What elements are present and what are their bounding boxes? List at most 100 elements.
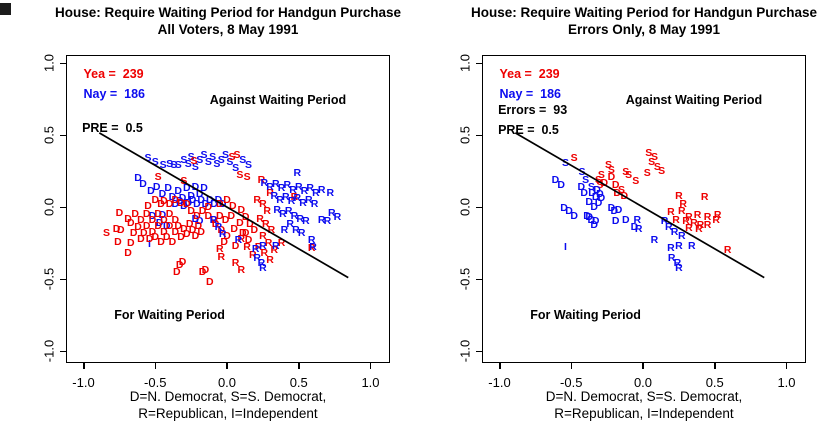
data-point: D: [157, 197, 165, 210]
data-point: R: [293, 167, 302, 180]
x-tick-mark: [154, 363, 157, 369]
data-point: R: [679, 197, 687, 210]
data-point: S: [570, 151, 578, 164]
data-point: R: [309, 241, 317, 254]
x-axis-label-line1: D=N. Democrat, S=S. Democrat,: [545, 389, 743, 404]
data-point: S: [243, 170, 251, 183]
annotation-nay: Nay = 186: [83, 86, 146, 101]
data-point: D: [621, 213, 630, 226]
x-tick-label: -0.5: [560, 375, 583, 390]
x-tick-mark: [83, 363, 85, 369]
data-point: D: [250, 223, 259, 236]
x-tick-label: 0.5: [289, 375, 308, 390]
data-point: D: [590, 218, 598, 231]
data-point: R: [271, 239, 280, 252]
data-point: R: [687, 239, 696, 252]
data-point: D: [205, 275, 214, 288]
data-point: R: [695, 222, 703, 235]
data-point: S: [102, 226, 110, 239]
data-point: D: [168, 235, 177, 248]
y-tick-mark: [60, 62, 66, 65]
x-tick-label: -0.5: [144, 375, 167, 390]
data-point: R: [266, 254, 274, 267]
chart-title: House: Require Waiting Period for Handgu…: [54, 5, 402, 20]
data-point: S: [236, 169, 244, 182]
x-tick-mark: [499, 363, 501, 369]
annotation-for: For Waiting Period: [114, 308, 225, 323]
data-point: D: [570, 209, 578, 222]
x-tick-mark: [642, 363, 644, 369]
y-tick-mark: [476, 350, 482, 353]
x-tick-label: 0.0: [633, 375, 653, 390]
x-tick-label: 0.0: [217, 375, 237, 390]
data-point: R: [237, 264, 246, 277]
data-point: D: [594, 196, 603, 209]
data-point: R: [672, 213, 680, 226]
data-point: D: [178, 255, 187, 268]
x-tick-label: 1.0: [777, 375, 796, 390]
data-point: R: [310, 197, 319, 210]
data-point: S: [190, 154, 198, 167]
y-tick-mark: [476, 134, 482, 137]
annotation-yea: Yea = 239: [499, 66, 560, 81]
data-point: D: [114, 235, 122, 248]
data-point: D: [200, 182, 208, 195]
data-point: S: [625, 169, 633, 182]
data-point: R: [280, 223, 289, 236]
data-point: D: [611, 215, 620, 228]
plot-area: [66, 55, 390, 363]
annotation-errors: Errors = 93: [498, 103, 568, 118]
annotation-against: Against Waiting Period: [209, 92, 347, 107]
data-point: R: [650, 233, 659, 246]
data-point: D: [228, 199, 237, 212]
data-point: R: [685, 221, 693, 234]
y-tick-mark: [476, 62, 482, 65]
window-corner-mark-icon: [0, 3, 11, 15]
x-tick-label: -1.0: [72, 375, 95, 390]
y-tick-label: 0.0: [41, 198, 57, 217]
data-point: I: [564, 241, 567, 254]
x-tick-mark: [570, 363, 573, 369]
x-tick-label: -1.0: [488, 375, 511, 390]
y-tick-label: -1.0: [41, 339, 57, 363]
x-tick-mark: [714, 363, 716, 369]
data-point: R: [218, 228, 227, 241]
data-point: R: [297, 226, 306, 239]
data-point: S: [144, 151, 152, 164]
data-point: D: [557, 179, 565, 192]
x-axis-label-line2: R=Republican, I=Independent: [554, 406, 734, 421]
data-point: D: [201, 264, 210, 277]
data-point: R: [723, 244, 732, 257]
x-tick-mark: [369, 363, 372, 369]
x-tick-label: 0.5: [705, 375, 724, 390]
data-point: R: [675, 239, 683, 252]
data-point: R: [259, 239, 267, 252]
data-point: R: [333, 210, 342, 223]
data-point: D: [139, 177, 147, 190]
data-point: R: [259, 262, 267, 275]
annotation-for: For Waiting Period: [530, 308, 641, 323]
y-tick-mark: [476, 278, 482, 281]
chart-subtitle: Errors Only, 8 May 1991: [567, 22, 721, 37]
data-point: D: [620, 189, 629, 202]
data-point: D: [115, 206, 124, 219]
data-point: S: [245, 159, 253, 172]
data-point: D: [204, 200, 213, 213]
data-point: R: [700, 190, 709, 203]
x-tick-mark: [785, 363, 788, 369]
annotation-yea: Yea = 239: [83, 66, 144, 81]
data-point: S: [151, 156, 159, 169]
data-point: S: [233, 149, 241, 162]
data-point: D: [183, 197, 191, 210]
data-point: D: [227, 209, 236, 222]
y-tick-label: 0.5: [41, 126, 57, 145]
data-point: R: [234, 233, 243, 246]
annotation-pre: PRE = 0.5: [82, 121, 143, 136]
annotation-against: Against Waiting Period: [625, 92, 763, 107]
chart-subtitle: All Voters, 8 May 1991: [157, 22, 299, 37]
data-point: R: [675, 262, 683, 275]
x-tick-mark: [298, 363, 300, 369]
data-point: S: [561, 156, 570, 169]
data-point: D: [129, 226, 138, 239]
